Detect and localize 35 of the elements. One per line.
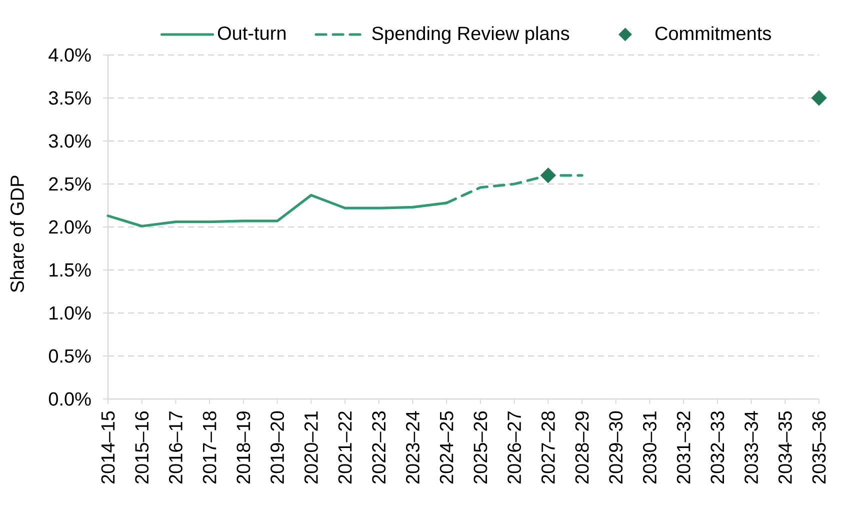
x-tick-label: 2015–16 bbox=[135, 411, 149, 484]
y-tick-label: 2.0% bbox=[49, 220, 91, 234]
y-tick-label: 0.0% bbox=[48, 392, 91, 406]
x-tick-label: 2030–31 bbox=[642, 411, 656, 484]
x-tick-label: 2025–26 bbox=[474, 411, 488, 484]
legend-label: Commitments bbox=[655, 26, 771, 40]
y-tick-label: 1.0% bbox=[50, 306, 91, 320]
x-tick-label: 2023–24 bbox=[406, 411, 420, 484]
x-tick-label: 2022–23 bbox=[372, 411, 386, 484]
x-tick-label: 2017–18 bbox=[202, 411, 216, 484]
y-tick-label: 0.5% bbox=[48, 349, 91, 363]
x-tick-label: 2027–28 bbox=[541, 411, 555, 484]
x-tick-label: 2028–29 bbox=[575, 411, 589, 484]
x-tick-label: 2034–35 bbox=[778, 411, 792, 484]
x-tick-label: 2026–27 bbox=[508, 412, 522, 484]
y-tick-label: 3.0% bbox=[48, 134, 91, 148]
x-tick-label: 2033–34 bbox=[744, 411, 758, 484]
legend-label: Spending Review plans bbox=[372, 26, 570, 44]
y-tick-label: 2.5% bbox=[49, 177, 91, 191]
x-tick-label: 2032–33 bbox=[710, 411, 724, 484]
x-tick-label: 2031–32 bbox=[676, 412, 690, 484]
x-tick-label: 2021–22 bbox=[338, 412, 352, 484]
x-tick-label: 2035–36 bbox=[812, 411, 826, 484]
x-tick-label: 2019–20 bbox=[270, 411, 284, 484]
legend-label: Out-turn bbox=[218, 26, 286, 40]
x-tick-label: 2016–17 bbox=[168, 412, 182, 484]
x-tick-label: 2024–25 bbox=[440, 411, 454, 484]
x-tick-label: 2029–30 bbox=[609, 411, 623, 484]
y-tick-label: 1.5% bbox=[50, 263, 91, 277]
x-tick-label: 2020–21 bbox=[304, 411, 318, 484]
x-tick-label: 2014–15 bbox=[101, 411, 115, 484]
y-tick-label: 4.0% bbox=[48, 48, 91, 62]
x-tick-label: 2018–19 bbox=[236, 411, 250, 484]
y-axis-title: Share of GDP bbox=[10, 176, 24, 292]
y-tick-label: 3.5% bbox=[48, 91, 91, 105]
